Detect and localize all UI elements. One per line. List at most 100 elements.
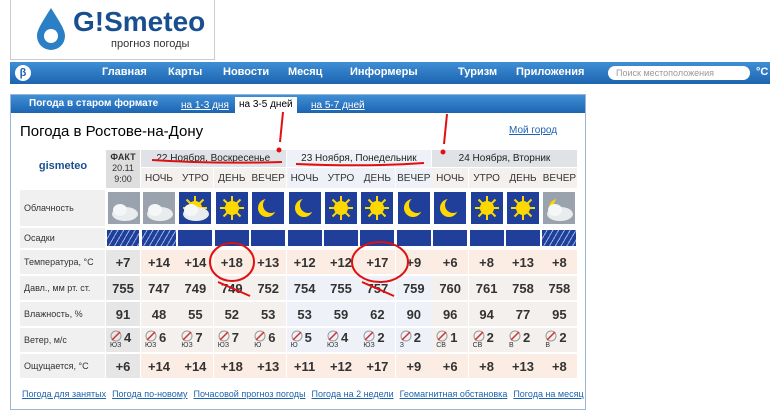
value: +8 — [551, 254, 567, 270]
my-city-link[interactable]: Мой город — [509, 125, 558, 136]
wind-direction: ЮЗ — [145, 342, 157, 349]
footer-link[interactable]: Почасовой прогноз погоды — [193, 389, 306, 399]
weather-icon — [434, 192, 467, 224]
nav-item[interactable]: Месяц — [288, 66, 323, 78]
tab[interactable]: на 1-3 дня — [181, 100, 229, 111]
widget-title: Погода в старом формате — [29, 98, 159, 109]
value: +12 — [329, 254, 353, 270]
cell: 95 — [541, 302, 578, 326]
weather-icon — [543, 192, 576, 224]
period: ВЕЧЕР — [541, 168, 578, 188]
period: УТРО — [323, 168, 359, 188]
row-label: Ветер, м/с — [20, 328, 105, 352]
wind-arrow — [327, 330, 339, 342]
value: +18 — [220, 358, 243, 374]
cell: 94 — [468, 302, 505, 326]
nav-item[interactable]: Главная — [102, 66, 147, 78]
value: 53 — [297, 306, 312, 322]
wind-speed: 2 — [559, 330, 567, 345]
value: +11 — [293, 358, 316, 374]
value: 761 — [475, 280, 498, 296]
cell: 760 — [432, 276, 469, 300]
wind-speed: 4 — [124, 330, 132, 345]
value: 760 — [439, 280, 462, 296]
wind-arrow — [291, 330, 303, 342]
cell: 4 ЮЗ — [106, 328, 140, 352]
period: УТРО — [177, 168, 214, 188]
wind-arrow — [509, 330, 521, 342]
cell: 96 — [432, 302, 469, 326]
weather-icon — [470, 192, 503, 224]
value: +13 — [511, 254, 535, 270]
value: 55 — [188, 306, 203, 322]
wind-speed: 2 — [486, 330, 494, 345]
wind-direction: Ю — [254, 342, 262, 349]
fact-head: ФАКТ 20.11 9:00 — [106, 150, 140, 188]
value: +9 — [406, 254, 422, 270]
footer-link[interactable]: Геомагнитная обстановка — [399, 389, 508, 399]
precip-cell — [469, 230, 504, 246]
wind-speed: 7 — [195, 330, 203, 345]
value: +12 — [293, 254, 316, 270]
search-input[interactable]: Поиск местоположения — [608, 66, 750, 80]
value: +6 — [442, 358, 458, 374]
weather-icon — [108, 192, 140, 224]
wind-direction: ЮЗ — [181, 342, 193, 349]
unit-toggle[interactable]: °C — [756, 66, 769, 78]
precip-cell — [433, 230, 468, 246]
footer-link[interactable]: Погода на 2 недели — [311, 389, 394, 399]
nav-item[interactable]: Карты — [168, 66, 203, 78]
cell: 7 ЮЗ — [213, 328, 250, 352]
brand: gismeteo — [38, 160, 88, 172]
row-label: Влажность, % — [20, 302, 105, 326]
precip-cell — [287, 230, 322, 246]
nav-item[interactable]: Приложения — [516, 66, 585, 78]
beta-button[interactable]: β — [15, 65, 31, 81]
cell: 758 — [541, 276, 578, 300]
weather-icon — [507, 192, 539, 224]
cell: +9 — [395, 354, 432, 378]
row-label: Ощущается, °С — [20, 354, 105, 378]
wind-arrow — [145, 330, 157, 342]
weather-icon — [325, 192, 357, 224]
cell: 752 — [250, 276, 287, 300]
nav-item[interactable]: Новости — [223, 66, 270, 78]
value: +14 — [147, 254, 171, 270]
wind-speed: 1 — [450, 330, 458, 345]
period: ВЕЧЕР — [250, 168, 287, 188]
tab[interactable]: на 3-5 дней — [235, 97, 297, 113]
tab[interactable]: на 5-7 дней — [311, 100, 365, 111]
cell: +17 — [359, 250, 396, 274]
value: 755 — [330, 280, 352, 296]
day-header: 23 Ноября, Понедельник — [286, 150, 432, 167]
value: +14 — [184, 254, 207, 270]
wind-direction: З — [399, 342, 405, 349]
cell: +17 — [359, 354, 396, 378]
logo-icon — [37, 8, 65, 50]
footer-link[interactable]: Погода на месяц — [513, 389, 584, 399]
wind-arrow — [110, 330, 122, 342]
value: +12 — [329, 358, 353, 374]
value: +13 — [257, 254, 280, 270]
precip-cell — [251, 230, 286, 246]
cell: +8 — [468, 250, 505, 274]
precip-cell — [542, 230, 577, 246]
cell: 754 — [286, 276, 323, 300]
cell: +13 — [505, 354, 541, 378]
footer-link[interactable]: Погода по-новому — [112, 389, 188, 399]
wind-speed: 2 — [413, 330, 422, 345]
value: +6 — [442, 254, 458, 270]
cell: 747 — [141, 276, 177, 300]
nav-item[interactable]: Информеры — [350, 66, 418, 78]
wind-arrow — [545, 330, 557, 342]
logo: G!Smeteo — [73, 6, 206, 37]
value: 48 — [151, 306, 167, 322]
wind-arrow — [218, 330, 230, 342]
value: +6 — [115, 358, 131, 374]
nav-item[interactable]: Туризм — [458, 66, 498, 78]
value: 757 — [366, 280, 389, 296]
footer-link[interactable]: Погода для занятых — [22, 389, 107, 399]
